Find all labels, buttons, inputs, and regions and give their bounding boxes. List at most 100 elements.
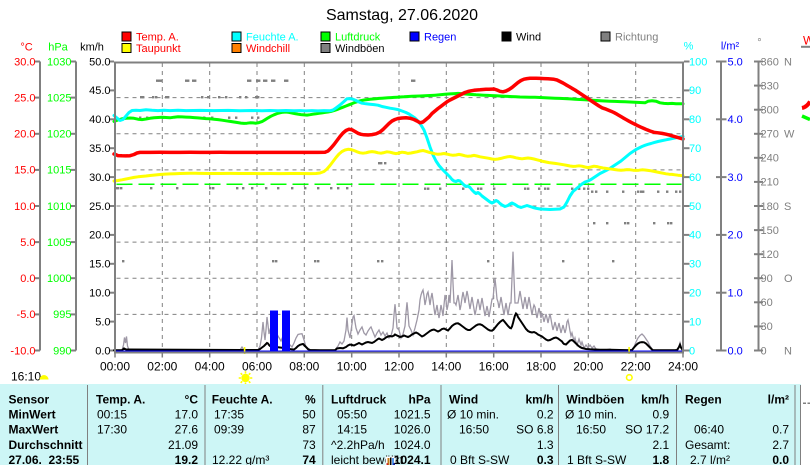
svg-text:995: 995 [53, 309, 71, 321]
svg-text:W: W [803, 34, 810, 48]
svg-text:30: 30 [761, 321, 773, 333]
svg-text:hPa: hPa [48, 42, 68, 54]
svg-text:km/h: km/h [80, 42, 104, 54]
svg-text:240: 240 [761, 153, 779, 165]
svg-text:27.6: 27.6 [175, 423, 199, 437]
svg-text:0.0: 0.0 [95, 345, 110, 357]
svg-text:50.0: 50.0 [89, 56, 110, 68]
svg-text:10: 10 [689, 316, 701, 328]
svg-text:Regen: Regen [685, 392, 722, 406]
svg-text:3.0: 3.0 [728, 172, 743, 184]
svg-text:N: N [784, 345, 792, 357]
svg-text:0.9: 0.9 [653, 408, 670, 422]
svg-text:5.0: 5.0 [20, 237, 35, 249]
svg-text:20: 20 [689, 288, 701, 300]
svg-text:Feuchte A.: Feuchte A. [212, 392, 273, 406]
svg-text:73: 73 [302, 438, 316, 452]
svg-text:SO 17.2: SO 17.2 [625, 423, 669, 437]
svg-text:Feuchte A.: Feuchte A. [246, 32, 299, 44]
svg-text:270: 270 [761, 129, 779, 141]
svg-text:0.0: 0.0 [772, 453, 789, 465]
svg-text:5.0: 5.0 [95, 316, 110, 328]
svg-text:Windchill: Windchill [246, 43, 290, 55]
svg-text:Ø 10 min.: Ø 10 min. [565, 408, 617, 422]
svg-text:30: 30 [689, 259, 701, 271]
svg-text:%: % [305, 392, 316, 406]
svg-text:Gesamt:: Gesamt: [685, 438, 730, 452]
svg-text:150: 150 [761, 225, 779, 237]
svg-text:04:00: 04:00 [195, 360, 225, 374]
svg-text:12:00: 12:00 [384, 360, 414, 374]
svg-text:l/m²: l/m² [768, 392, 789, 406]
svg-text:70: 70 [689, 143, 701, 155]
svg-text:06:00: 06:00 [242, 360, 272, 374]
svg-text:Luftdruck: Luftdruck [335, 32, 381, 44]
svg-text:09:39: 09:39 [214, 423, 244, 437]
svg-text:°: ° [757, 37, 761, 49]
svg-text:Richtung: Richtung [615, 32, 658, 44]
svg-text:100: 100 [689, 56, 707, 68]
svg-text:05:50: 05:50 [337, 408, 367, 422]
svg-text:16:50: 16:50 [459, 423, 489, 437]
svg-text:0.0: 0.0 [728, 345, 743, 357]
svg-text:50: 50 [302, 408, 316, 422]
svg-text:0.3: 0.3 [537, 453, 554, 465]
svg-text:Wind: Wind [516, 32, 541, 44]
svg-text:S: S [784, 201, 791, 213]
svg-text:2.1: 2.1 [653, 438, 670, 452]
svg-text:1020: 1020 [47, 129, 71, 141]
svg-text:35.0: 35.0 [89, 143, 110, 155]
svg-text:MaxWert: MaxWert [9, 423, 59, 437]
svg-text:km/h: km/h [641, 392, 669, 406]
svg-text:87: 87 [302, 423, 316, 437]
svg-text:km/h: km/h [525, 392, 553, 406]
svg-text:17.0: 17.0 [175, 408, 199, 422]
svg-text:Wind: Wind [449, 392, 478, 406]
svg-text:80: 80 [689, 114, 701, 126]
svg-text:16:00: 16:00 [479, 360, 509, 374]
svg-text:17:35: 17:35 [214, 408, 244, 422]
svg-text:°C: °C [20, 42, 32, 54]
svg-text:4.0: 4.0 [728, 114, 743, 126]
svg-text:Windböen: Windböen [335, 43, 385, 55]
svg-text:90: 90 [689, 85, 701, 97]
svg-text:18:00: 18:00 [526, 360, 556, 374]
svg-text:12.22 g/m³: 12.22 g/m³ [212, 453, 269, 465]
svg-text:27.06. 23:55: 27.06. 23:55 [9, 453, 80, 465]
svg-text:990: 990 [53, 345, 71, 357]
svg-text:16:10: 16:10 [11, 370, 41, 384]
svg-text:Luftdruck: Luftdruck [331, 392, 387, 406]
svg-text:60: 60 [689, 172, 701, 184]
svg-text:0: 0 [761, 345, 767, 357]
svg-text:2.0: 2.0 [728, 230, 743, 242]
svg-text:2.7: 2.7 [772, 438, 789, 452]
svg-text:Samstag, 27.06.2020: Samstag, 27.06.2020 [326, 7, 478, 24]
svg-text:1030: 1030 [47, 56, 71, 68]
svg-text:180: 180 [761, 201, 779, 213]
svg-text:10.0: 10.0 [89, 288, 110, 300]
svg-text:Taupunkt: Taupunkt [136, 43, 181, 55]
svg-text:10.0: 10.0 [14, 201, 35, 213]
svg-text:Regen: Regen [424, 32, 456, 44]
svg-text:2.7 l/m²: 2.7 l/m² [690, 453, 730, 465]
svg-text:60: 60 [761, 297, 773, 309]
svg-text:17:30: 17:30 [97, 423, 127, 437]
svg-text:1 Bft S-SW: 1 Bft S-SW [567, 453, 627, 465]
svg-text:Temp. A.: Temp. A. [136, 32, 179, 44]
svg-text:1010: 1010 [47, 201, 71, 213]
svg-text:0.7: 0.7 [772, 423, 789, 437]
svg-text:-5.0: -5.0 [17, 309, 36, 321]
svg-text:1.3: 1.3 [537, 438, 554, 452]
svg-text:20.0: 20.0 [89, 230, 110, 242]
svg-text:Ø 10 min.: Ø 10 min. [447, 408, 499, 422]
svg-text:Windböen: Windböen [566, 392, 624, 406]
svg-text:330: 330 [761, 80, 779, 92]
svg-text:300: 300 [761, 105, 779, 117]
svg-text:l/m²: l/m² [721, 41, 740, 53]
svg-text:1025: 1025 [47, 92, 71, 104]
svg-text:02:00: 02:00 [147, 360, 177, 374]
svg-text:1015: 1015 [47, 165, 71, 177]
svg-text:SO 6.8: SO 6.8 [516, 423, 554, 437]
svg-text:20.0: 20.0 [14, 129, 35, 141]
svg-text:15.0: 15.0 [89, 259, 110, 271]
